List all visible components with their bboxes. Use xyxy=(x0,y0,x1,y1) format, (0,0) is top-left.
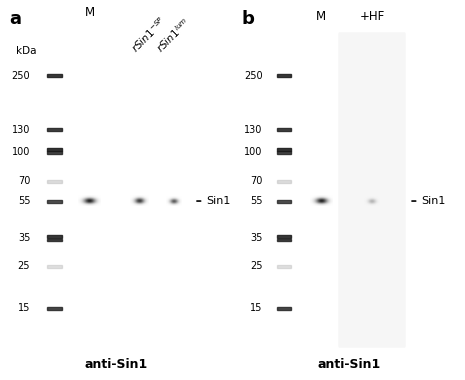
Bar xyxy=(277,200,291,203)
Bar xyxy=(47,74,62,78)
Text: 130: 130 xyxy=(12,125,30,135)
Text: kDa: kDa xyxy=(16,46,37,55)
Text: +HF: +HF xyxy=(359,10,385,23)
Bar xyxy=(277,307,291,310)
Text: $rSin1^{-SP}$: $rSin1^{-SP}$ xyxy=(129,14,170,55)
Bar xyxy=(47,148,62,151)
Bar xyxy=(47,151,62,154)
Text: 130: 130 xyxy=(244,125,263,135)
Bar xyxy=(277,128,291,131)
Bar xyxy=(47,128,62,131)
Text: a: a xyxy=(9,10,21,27)
Bar xyxy=(47,265,62,268)
Bar xyxy=(47,307,62,310)
Bar xyxy=(47,200,62,203)
Text: anti-Sin1: anti-Sin1 xyxy=(317,358,380,370)
Text: $rSin1^{lum}$: $rSin1^{lum}$ xyxy=(153,16,193,55)
Text: 25: 25 xyxy=(18,261,30,271)
Text: M: M xyxy=(316,10,326,23)
Bar xyxy=(277,151,291,154)
Bar xyxy=(47,235,62,238)
Text: b: b xyxy=(242,10,255,27)
Bar xyxy=(277,239,291,241)
Text: 250: 250 xyxy=(244,71,263,81)
Bar xyxy=(47,239,62,241)
Text: 100: 100 xyxy=(244,147,263,157)
Text: 35: 35 xyxy=(250,233,263,244)
Text: 250: 250 xyxy=(12,71,30,81)
Text: 15: 15 xyxy=(250,304,263,314)
Bar xyxy=(277,148,291,151)
Text: 55: 55 xyxy=(250,196,263,206)
Text: 25: 25 xyxy=(250,261,263,271)
Bar xyxy=(277,74,291,78)
Text: 70: 70 xyxy=(250,176,263,186)
Bar xyxy=(277,265,291,268)
FancyBboxPatch shape xyxy=(338,32,405,348)
Bar xyxy=(277,180,291,183)
Bar xyxy=(277,235,291,238)
Text: anti-Sin1: anti-Sin1 xyxy=(85,358,148,370)
Text: Sin1: Sin1 xyxy=(421,196,445,206)
Text: 15: 15 xyxy=(18,304,30,314)
Text: Sin1: Sin1 xyxy=(206,196,230,206)
Text: 55: 55 xyxy=(18,196,30,206)
Text: M: M xyxy=(85,6,94,19)
Bar xyxy=(47,180,62,183)
Text: 35: 35 xyxy=(18,233,30,244)
Text: 70: 70 xyxy=(18,176,30,186)
Text: 100: 100 xyxy=(12,147,30,157)
